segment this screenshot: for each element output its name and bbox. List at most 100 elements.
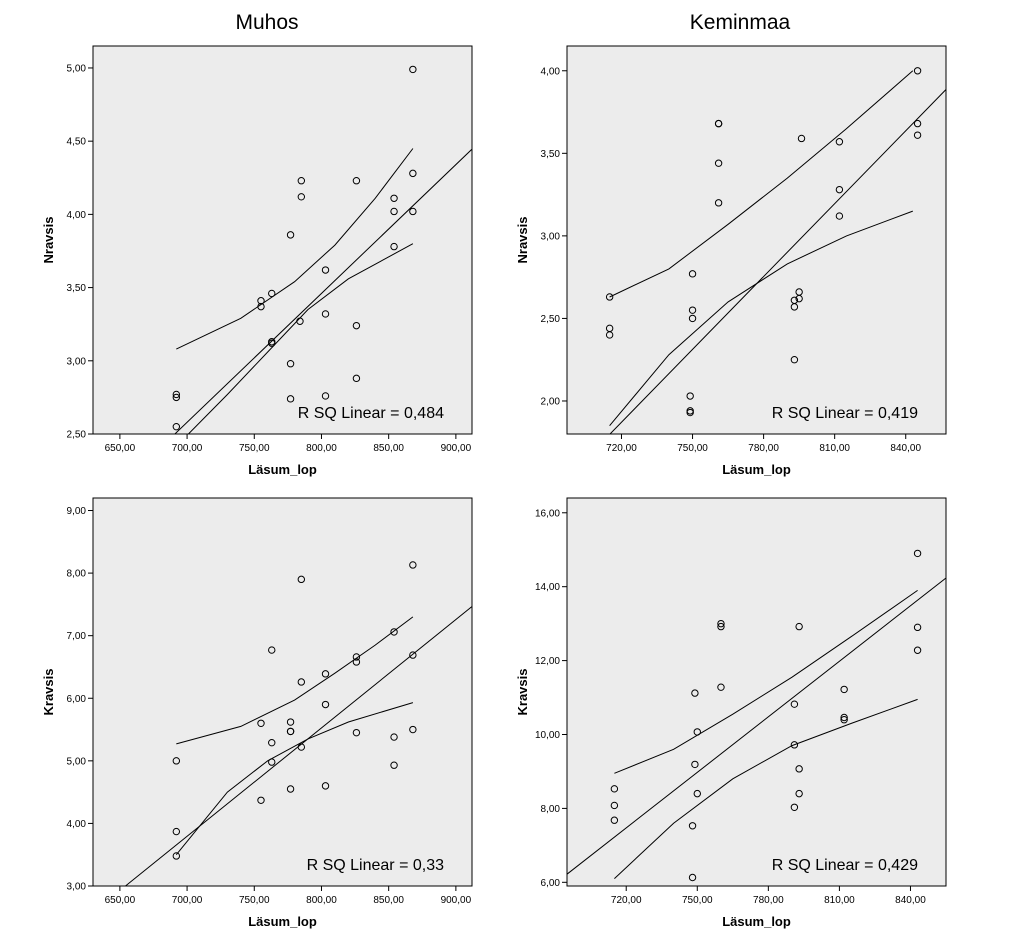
y-tick-label: 10,00: [535, 730, 560, 741]
data-point: [172, 422, 181, 431]
data-point: [790, 741, 799, 749]
y-tick-label: 5,00: [67, 756, 87, 767]
x-axis-label: Läsum_lop: [248, 462, 317, 477]
column-title-keminmaa: Keminmaa: [690, 11, 791, 34]
confidence-lower-curve: [609, 210, 913, 427]
data-point: [409, 207, 417, 216]
data-point: [913, 67, 922, 75]
fit-lines: [609, 70, 946, 434]
y-tick-label: 3,00: [541, 231, 561, 242]
x-tick-label: 800,00: [306, 443, 337, 454]
scatter-panel-2: 2,00 2,50 3,00 3,50 4,00 720,00 750,00 780,00 81…: [515, 45, 947, 477]
regression-line: [124, 606, 472, 886]
data-point: [172, 757, 181, 765]
x-axis-label: Läsum_lop: [722, 914, 791, 929]
data-point: [352, 177, 361, 185]
x-axis-label: Läsum_lop: [722, 462, 791, 477]
data-point: [286, 231, 295, 239]
y-axis-label: Kravsis: [515, 669, 530, 716]
x-tick-label: 810,00: [824, 895, 855, 906]
data-point: [840, 685, 848, 694]
y-tick-label: 6,00: [67, 694, 87, 705]
data-point: [610, 785, 619, 793]
data-point: [297, 193, 306, 201]
data-point: [717, 683, 725, 691]
y-axis-label: Nravsis: [41, 217, 56, 264]
x-tick-label: 750,00: [239, 895, 270, 906]
y-tick-label: 16,00: [535, 508, 560, 519]
data-point: [913, 623, 922, 632]
data-point: [913, 119, 922, 128]
data-point: [686, 392, 694, 400]
data-point: [409, 169, 417, 178]
data-point: [286, 360, 295, 368]
r-squared-annotation: R SQ Linear = 0,419: [772, 405, 918, 422]
data-point: [790, 356, 799, 364]
data-point: [714, 119, 723, 128]
data-point: [409, 65, 417, 74]
y-tick-label: 3,50: [541, 149, 561, 160]
x-tick-label: 840,00: [895, 895, 926, 906]
data-point: [286, 395, 295, 403]
data-point: [390, 628, 398, 636]
data-point: [605, 324, 614, 333]
x-tick-label: 810,00: [819, 443, 850, 454]
data-point: [795, 789, 803, 798]
data-point: [409, 561, 417, 569]
data-point: [268, 289, 276, 298]
plot-area: [566, 497, 947, 887]
x-tick-label: 840,00: [890, 443, 921, 454]
data-point: [390, 761, 398, 769]
scatter-panel-1: 2,50 3,00 3,50 4,00 4,50 5,00 650,00 700,00 750,…: [41, 45, 473, 477]
data-point: [693, 789, 701, 798]
data-point: [321, 392, 330, 400]
data-point: [790, 296, 799, 304]
data-point: [840, 713, 848, 722]
data-point: [693, 728, 701, 736]
x-tick-label: 900,00: [441, 895, 472, 906]
y-tick-label: 7,00: [67, 631, 87, 642]
x-tick-label: 750,00: [682, 895, 713, 906]
y-tick-label: 5,00: [67, 63, 87, 74]
y-tick-label: 8,00: [67, 569, 87, 580]
scatter-panel-4: 6,00 8,00 10,00 12,00 14,00 16,00 720,00 750,00…: [515, 497, 947, 929]
x-tick-label: 780,00: [753, 895, 784, 906]
data-point: [297, 575, 306, 584]
data-point: [321, 700, 330, 709]
y-tick-label: 4,00: [541, 66, 561, 77]
data-point: [390, 194, 398, 202]
y-tick-label: 2,50: [67, 430, 87, 441]
data-point: [688, 822, 697, 830]
y-tick-label: 2,50: [541, 314, 561, 325]
data-point: [268, 646, 276, 654]
x-axis-label: Läsum_lop: [248, 914, 317, 929]
data-point: [688, 873, 697, 882]
data-point: [257, 719, 265, 727]
r-squared-annotation: R SQ Linear = 0,33: [307, 857, 445, 874]
data-point: [717, 622, 725, 631]
data-point: [286, 785, 295, 793]
data-point: [352, 374, 361, 383]
y-tick-label: 4,50: [67, 137, 87, 148]
x-tick-label: 850,00: [373, 443, 404, 454]
confidence-lower-curve: [188, 243, 414, 434]
data-point: [790, 803, 799, 811]
x-tick-label: 900,00: [441, 443, 472, 454]
r-squared-annotation: R SQ Linear = 0,429: [772, 857, 918, 874]
data-point: [610, 801, 619, 810]
x-tick-label: 780,00: [748, 443, 779, 454]
y-axis-label: Kravsis: [41, 669, 56, 716]
data-point: [688, 270, 697, 278]
data-point: [714, 199, 723, 207]
data-point: [268, 738, 276, 747]
data-point: [688, 306, 697, 314]
y-tick-label: 9,00: [67, 506, 87, 517]
data-point: [390, 207, 398, 216]
confidence-lower-curve: [175, 702, 414, 856]
data-point: [297, 678, 306, 686]
data-point: [352, 728, 361, 737]
data-point: [610, 816, 619, 824]
data-point: [352, 653, 361, 661]
x-tick-label: 700,00: [172, 895, 203, 906]
